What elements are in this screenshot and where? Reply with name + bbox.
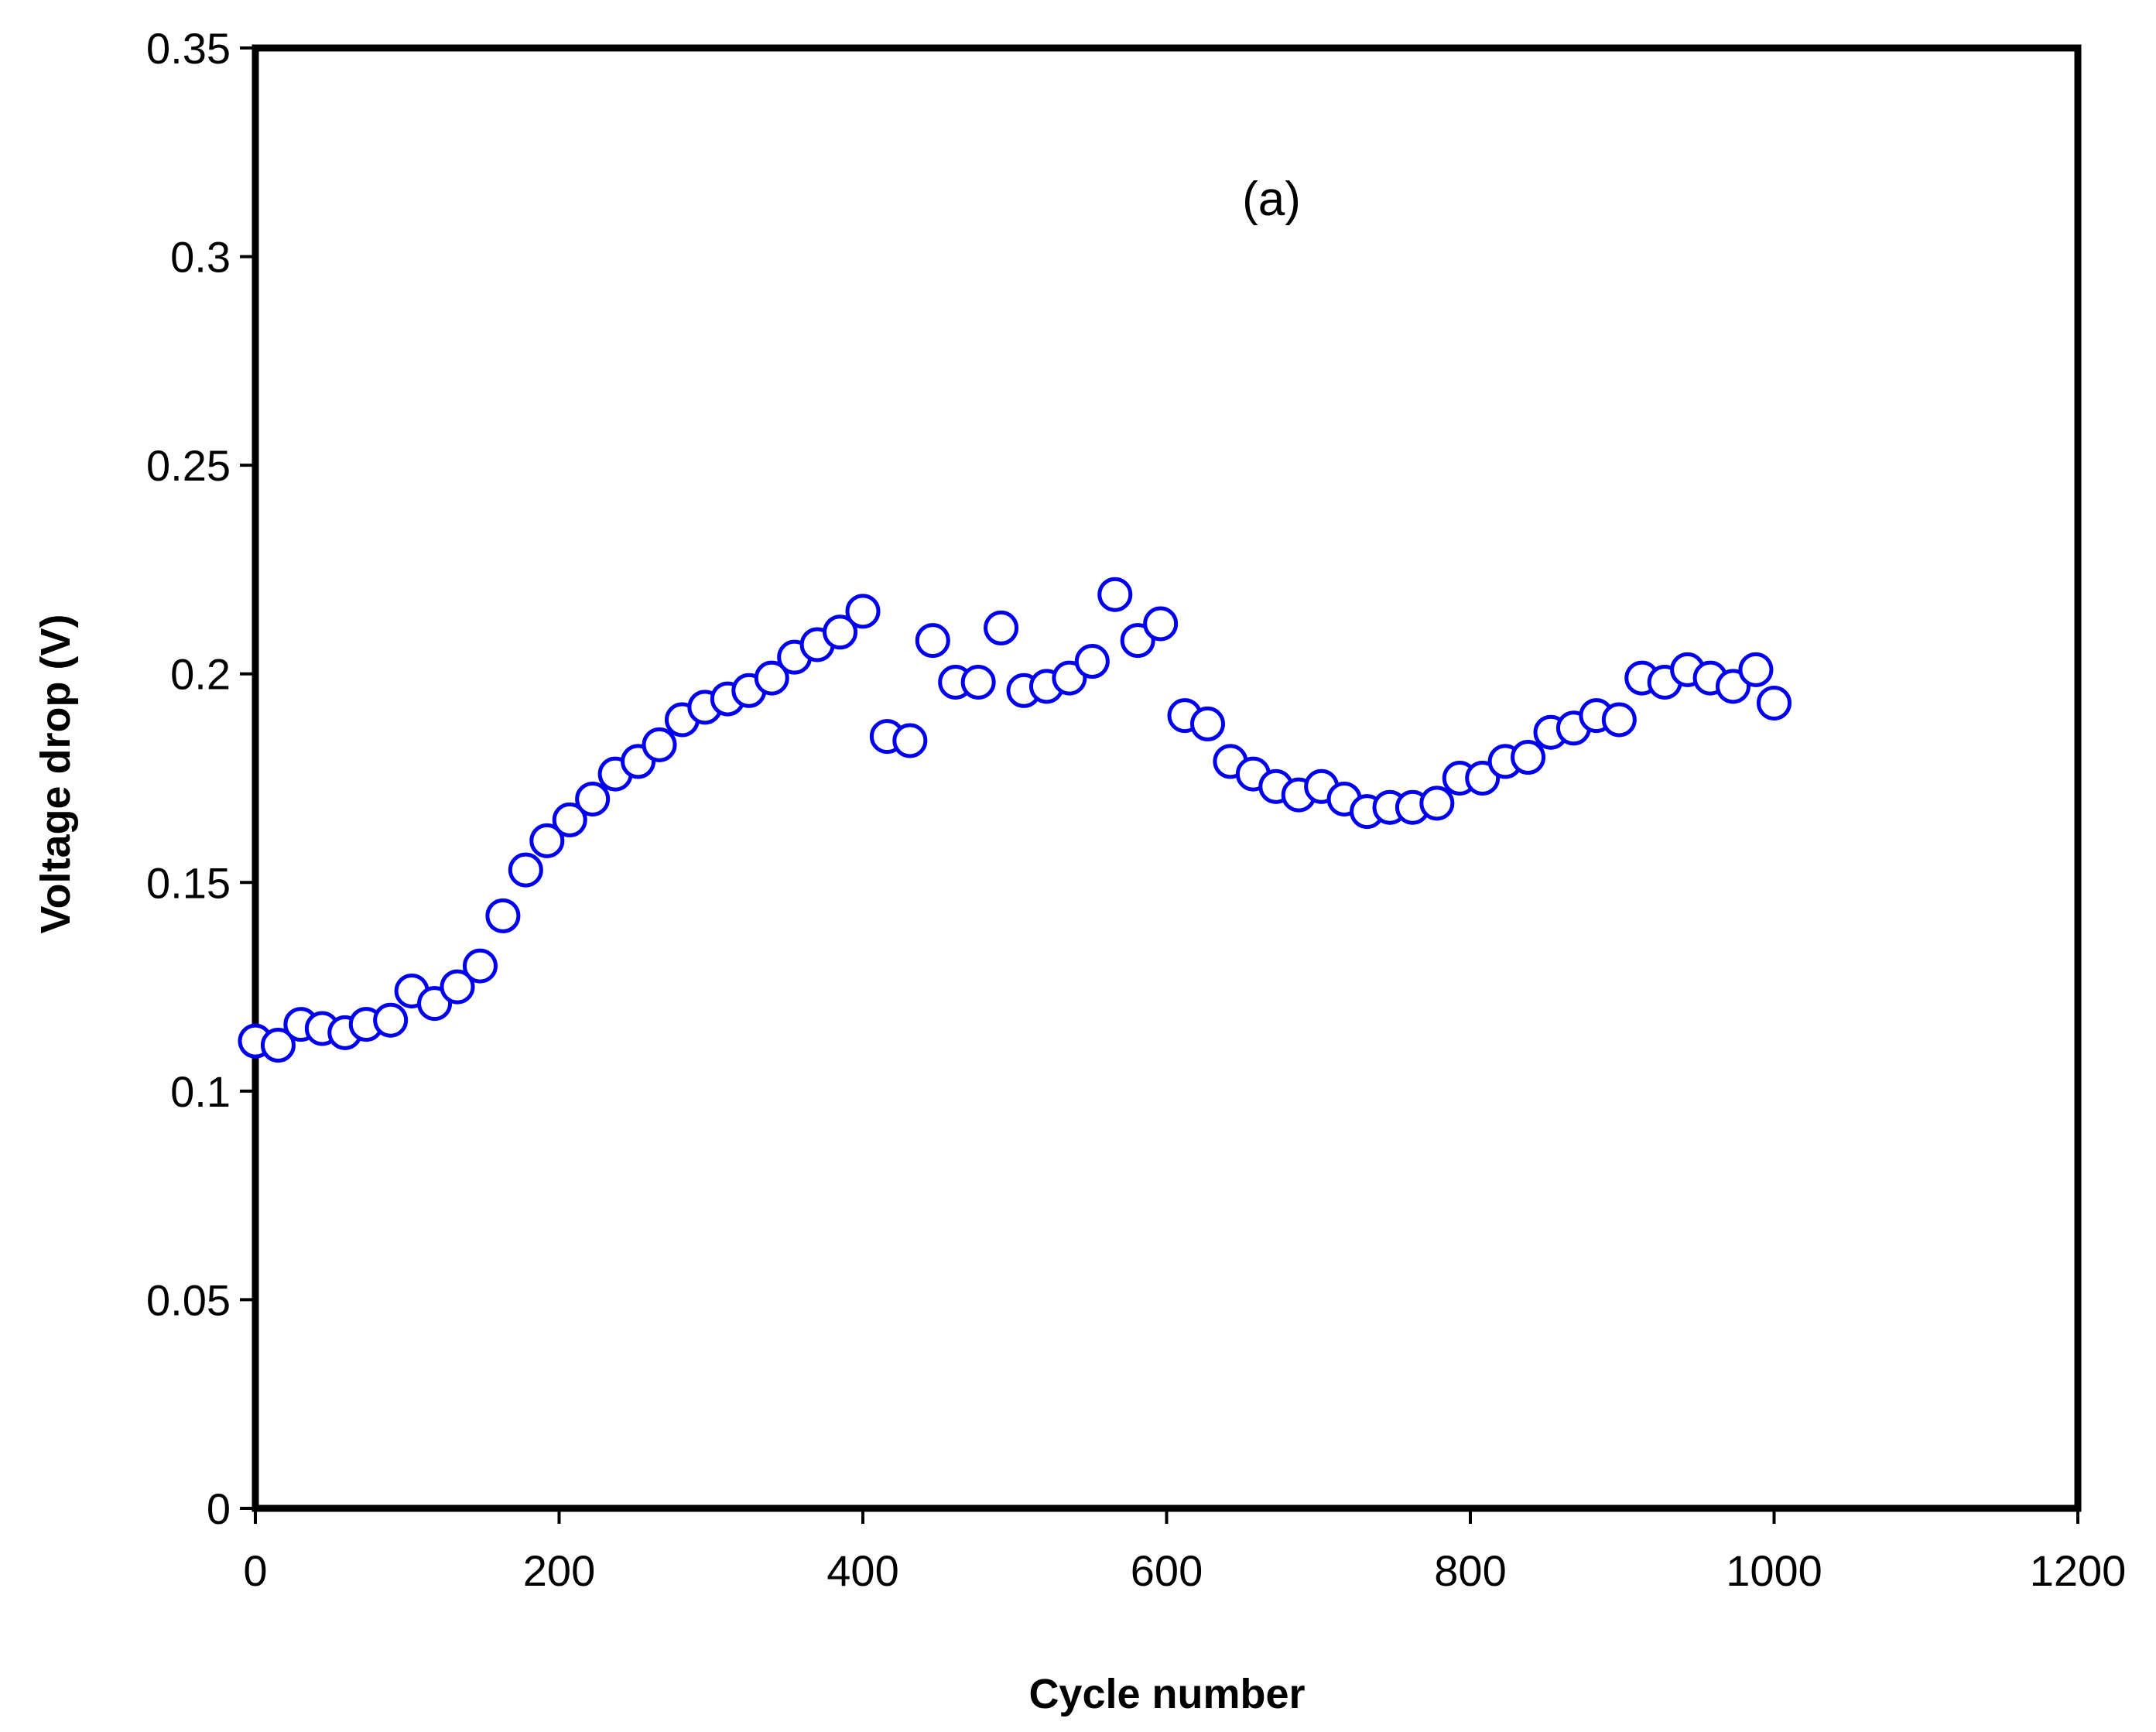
y-tick-label: 0.15 (146, 858, 231, 907)
data-point (260, 1028, 296, 1063)
data-point (754, 660, 789, 696)
data-point (417, 986, 453, 1022)
data-point (1716, 669, 1751, 704)
data-point (1143, 606, 1179, 642)
data-point (1120, 623, 1155, 659)
data-point (485, 898, 521, 933)
y-tick-label: 0.25 (146, 441, 231, 490)
y-tick-label: 0.3 (170, 233, 231, 282)
data-points (238, 577, 1792, 1063)
y-axis-title: Voltage drop (V) (33, 614, 79, 934)
x-tick-label: 1000 (1726, 1546, 1822, 1595)
data-point (845, 594, 881, 629)
panel-annotation: (a) (1242, 173, 1301, 226)
y-tick-label: 0.35 (146, 24, 231, 73)
data-point (1074, 644, 1110, 679)
data-point (440, 969, 475, 1005)
data-point (1465, 761, 1501, 796)
y-tick-label: 0.2 (170, 650, 231, 699)
data-point (892, 723, 928, 758)
x-axis-ticks: 0 200 400 600 800 1000 1200 (243, 1508, 2126, 1595)
data-point (1097, 577, 1133, 612)
data-point (1189, 706, 1225, 741)
x-tick-label: 0 (243, 1546, 267, 1595)
y-axis-ticks: 0 0.05 0.1 0.15 0.2 0.25 0.3 0.35 (146, 24, 255, 1533)
data-point (1511, 740, 1546, 775)
y-tick-label: 0 (207, 1484, 231, 1533)
data-point (1601, 702, 1637, 738)
x-tick-label: 800 (1434, 1546, 1506, 1595)
data-point (1419, 786, 1455, 821)
data-point (1757, 685, 1792, 721)
x-tick-label: 200 (523, 1546, 595, 1595)
x-axis-title: Cycle number (1028, 1671, 1305, 1717)
data-point (642, 727, 677, 762)
data-point (552, 802, 587, 837)
data-point (529, 823, 565, 858)
data-point (575, 781, 611, 816)
data-point (462, 948, 498, 984)
data-point (1738, 652, 1774, 687)
data-point (373, 1002, 409, 1038)
x-tick-label: 600 (1131, 1546, 1203, 1595)
y-tick-label: 0.05 (146, 1275, 231, 1324)
data-point (960, 664, 996, 700)
data-point (984, 610, 1019, 645)
y-tick-label: 0.1 (170, 1067, 231, 1116)
data-point (508, 852, 543, 888)
data-point (915, 623, 950, 659)
data-point (1052, 660, 1087, 696)
x-tick-label: 400 (826, 1546, 898, 1595)
x-tick-label: 1200 (2030, 1546, 2127, 1595)
data-point (823, 614, 858, 650)
